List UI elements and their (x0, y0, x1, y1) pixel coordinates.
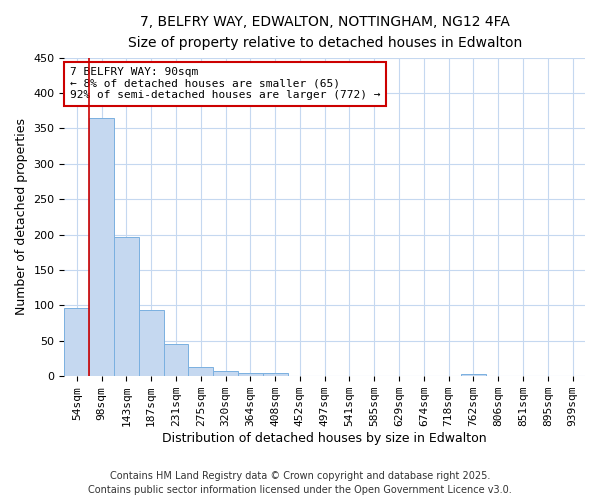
Bar (188, 367, 213, 376)
Bar (89, 118, 114, 376)
Bar (164, 344, 188, 376)
Bar (64, 308, 89, 376)
Bar (238, 372, 263, 376)
Bar (461, 374, 486, 376)
Y-axis label: Number of detached properties: Number of detached properties (15, 118, 28, 316)
Bar (263, 372, 287, 376)
Title: 7, BELFRY WAY, EDWALTON, NOTTINGHAM, NG12 4FA
Size of property relative to detac: 7, BELFRY WAY, EDWALTON, NOTTINGHAM, NG1… (128, 15, 522, 50)
Text: 7 BELFRY WAY: 90sqm
← 8% of detached houses are smaller (65)
92% of semi-detache: 7 BELFRY WAY: 90sqm ← 8% of detached hou… (70, 68, 380, 100)
Bar (139, 310, 164, 376)
X-axis label: Distribution of detached houses by size in Edwalton: Distribution of detached houses by size … (163, 432, 487, 445)
Text: Contains HM Land Registry data © Crown copyright and database right 2025.
Contai: Contains HM Land Registry data © Crown c… (88, 471, 512, 495)
Bar (114, 238, 139, 376)
Bar (213, 370, 238, 376)
